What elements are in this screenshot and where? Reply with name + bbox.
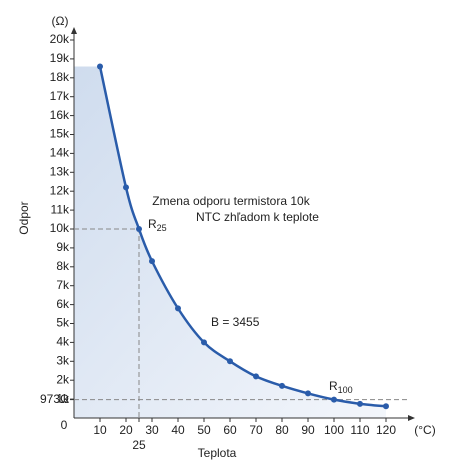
point xyxy=(175,305,181,312)
point xyxy=(383,403,389,410)
point xyxy=(279,382,285,389)
point xyxy=(357,400,363,407)
y-tick-label: 12k xyxy=(50,183,70,197)
annotation: R25 xyxy=(148,217,167,233)
x-tick-label: 120 xyxy=(376,423,396,437)
x-tick-label: 20 xyxy=(119,423,133,437)
x-tick-label: 80 xyxy=(275,423,289,437)
y-axis-arrow xyxy=(71,27,77,34)
area xyxy=(74,66,386,419)
y-tick-label: 1k xyxy=(56,391,70,405)
x-tick-label: 50 xyxy=(197,423,211,437)
annotation: R100 xyxy=(329,379,353,395)
y-tick-label: 15k xyxy=(50,127,70,141)
y-tick-label: 3k xyxy=(56,353,70,367)
y-tick-label: 2k xyxy=(56,372,70,386)
annotation: B = 3455 xyxy=(211,315,260,329)
y-tick-label: 4k xyxy=(56,335,70,349)
y-tick-label: 14k xyxy=(50,146,70,160)
x-tick-label: 40 xyxy=(171,423,185,437)
point xyxy=(136,226,142,232)
y-tick-label: 19k xyxy=(50,51,70,65)
y-tick-label: 20k xyxy=(50,32,70,46)
y-tick-label: 11k xyxy=(51,202,70,216)
x-axis-title: Teplota xyxy=(198,446,237,460)
x-axis-arrow xyxy=(408,415,415,421)
chart-title: Zmena odporu termistora 10k xyxy=(152,194,310,208)
y-tick-label: 13k xyxy=(50,164,70,178)
y-tick-label: 8k xyxy=(56,259,70,273)
point xyxy=(227,358,233,365)
x-tick-label: 25 xyxy=(132,438,146,452)
x-tick-label: 70 xyxy=(249,423,263,437)
y-tick-label: 10k xyxy=(50,221,70,235)
x-tick-label: 90 xyxy=(301,423,315,437)
point xyxy=(253,373,259,380)
x-tick-label: 10 xyxy=(93,423,107,437)
chart-subtitle: NTC zhľadom k teplote xyxy=(196,210,319,224)
annotation-sub: 25 xyxy=(157,223,167,233)
x-tick-label: 60 xyxy=(223,423,237,437)
y-tick-label: 7k xyxy=(56,278,70,292)
point xyxy=(149,258,155,265)
y-tick-label: 5k xyxy=(56,316,70,330)
x-tick-label: 30 xyxy=(145,423,159,437)
annotation-text: R xyxy=(329,379,338,393)
x-tick-label: 100 xyxy=(324,423,344,437)
point xyxy=(123,184,129,191)
y-tick-label: 17k xyxy=(50,89,70,103)
origin-label: 0 xyxy=(61,418,68,432)
y-tick-label: 6k xyxy=(56,297,70,311)
y-tick-label: 973Ω xyxy=(40,392,69,406)
point xyxy=(305,390,311,397)
annotation-text: R xyxy=(148,217,157,231)
annotation-sub: 100 xyxy=(338,385,353,395)
y-axis-title: Odpor xyxy=(17,201,31,234)
y-tick-label: 9k xyxy=(56,240,70,254)
point xyxy=(331,396,337,403)
x-unit: (°C) xyxy=(414,423,435,437)
y-tick-label: 18k xyxy=(50,70,70,84)
y-tick-label: 16k xyxy=(50,108,70,122)
point xyxy=(97,63,103,70)
point xyxy=(201,339,207,346)
y-unit: (Ω) xyxy=(52,14,69,28)
x-tick-label: 110 xyxy=(350,423,369,437)
